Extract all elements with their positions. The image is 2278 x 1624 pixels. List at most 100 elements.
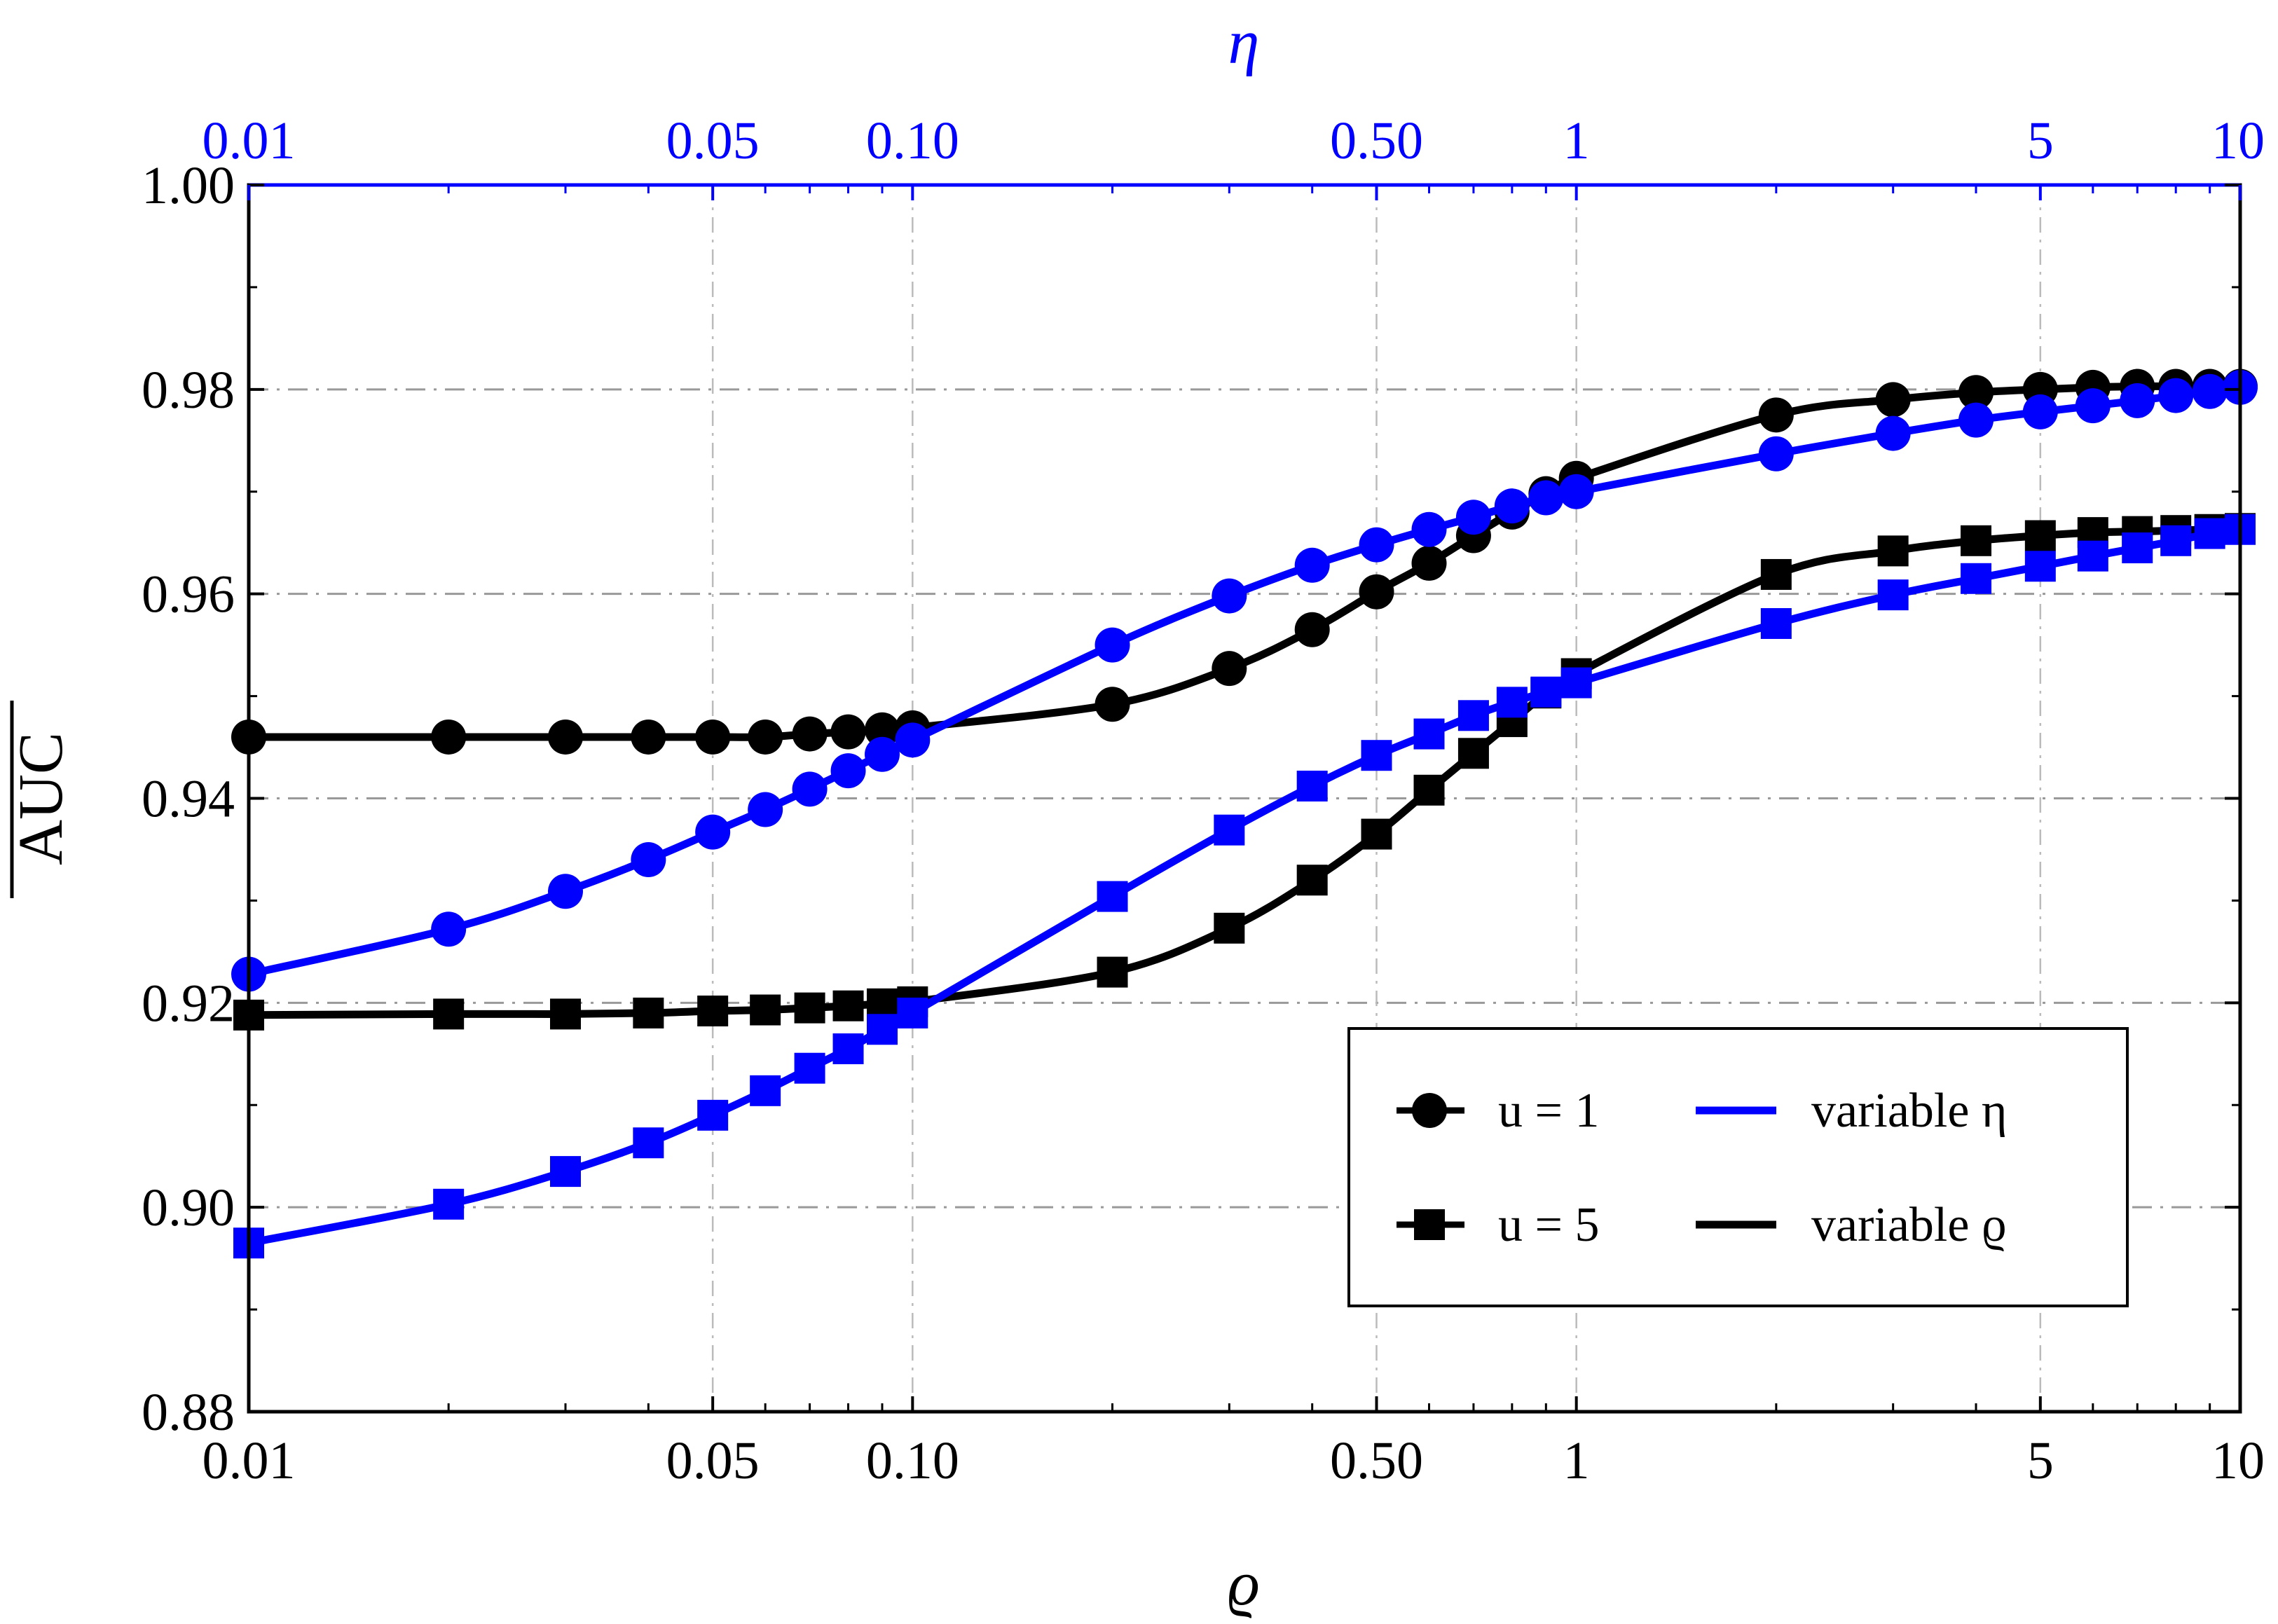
data-point-square-variable-eta [794,1052,825,1084]
legend-label-u5: u = 5 [1498,1198,1599,1252]
x-tick-label: 5 [2027,1431,2054,1490]
data-point-circle-variable-rho [830,714,866,750]
data-point-circle-variable-eta [1359,527,1394,563]
top-tick-label: 5 [2027,111,2054,170]
data-point-circle-variable-rho [1212,651,1247,687]
data-point-circle-variable-eta [1528,480,1564,516]
series-square-variable-eta [233,514,2256,1259]
data-point-square-variable-eta [1530,676,1562,708]
data-point-square-variable-rho [1961,525,1992,556]
data-point-circle-variable-eta [830,753,866,789]
data-point-circle-variable-eta [2075,388,2111,424]
data-point-circle-variable-eta [792,771,828,807]
data-point-circle-variable-eta [1212,578,1247,614]
x-tick-label: 0.10 [866,1431,959,1490]
data-point-circle-variable-eta [1958,402,1994,438]
y-tick-label: 0.88 [142,1383,235,1442]
data-point-circle-variable-eta [1758,436,1794,472]
data-point-circle-variable-eta [1294,547,1330,583]
y-tick-label: 0.92 [142,974,235,1033]
x-tick-label: 0.05 [666,1431,760,1490]
data-point-circle-variable-rho [1411,545,1447,581]
data-point-square-variable-eta [2194,518,2225,549]
data-point-circle-variable-rho [1095,687,1130,722]
data-point-circle-variable-rho [695,719,731,755]
data-point-square-variable-eta [832,1033,864,1064]
y-axis-title: AUC [6,732,76,865]
data-point-square-variable-eta [1097,881,1128,912]
data-point-circle-variable-rho [1875,382,1911,418]
data-point-circle-variable-eta [1095,627,1130,663]
data-point-circle-variable-eta [1455,500,1491,535]
data-point-square-variable-eta [2024,551,2056,582]
data-point-square-variable-rho [750,994,781,1026]
legend-square-marker [1414,1209,1445,1240]
legend-circle-marker [1412,1093,1447,1128]
legend: u = 1 u = 5 variable η variable ϱ [1347,1027,2129,1307]
y-tick-label: 1.00 [142,156,235,215]
data-point-circle-variable-eta [547,874,583,909]
data-point-square-variable-rho [633,997,664,1028]
x-tick-label: 0.50 [1330,1431,1423,1490]
data-point-square-variable-eta [897,997,928,1028]
data-point-square-variable-eta [2160,525,2192,556]
data-point-circle-variable-rho [792,716,828,752]
data-point-square-variable-rho [1760,558,1792,590]
series-square-variable-rho [233,513,2256,1031]
data-point-square-variable-eta [1496,687,1528,718]
data-point-square-variable-eta [1560,667,1592,699]
data-point-square-variable-eta [750,1075,781,1106]
y-tick-label: 0.96 [142,565,235,624]
data-point-square-variable-rho [794,992,825,1024]
data-point-square-variable-rho [549,998,581,1030]
series-circle-variable-eta [231,369,2258,992]
data-point-square-variable-rho [1361,818,1392,850]
data-point-square-variable-eta [1361,740,1392,771]
data-point-square-variable-eta [697,1099,729,1131]
data-point-square-variable-rho [832,990,864,1021]
data-point-circle-variable-eta [631,842,666,878]
data-point-circle-variable-eta [1411,511,1447,547]
data-point-circle-variable-eta [1494,488,1530,524]
y-tick-label: 0.98 [142,361,235,420]
data-point-circle-variable-eta [864,736,900,772]
data-point-square-variable-rho [2024,520,2056,551]
data-point-circle-variable-eta [2192,373,2228,409]
data-point-circle-variable-rho [1958,375,1994,411]
data-point-circle-variable-eta [895,722,931,758]
top-tick-label: 1 [1563,111,1590,170]
top-axis-title: η [1228,8,1260,77]
data-point-square-variable-eta [1877,579,1909,611]
data-point-square-variable-rho [1877,535,1909,567]
data-point-square-variable-eta [1296,770,1328,801]
data-point-circle-variable-eta [1875,415,1911,451]
data-point-square-variable-eta [2077,540,2108,572]
data-point-circle-variable-eta [1558,474,1594,509]
data-point-circle-variable-eta [2022,394,2058,429]
data-point-circle-variable-rho [631,719,666,755]
x-tick-label: 10 [2211,1431,2265,1490]
data-point-square-variable-rho [433,998,465,1030]
top-tick-label: 0.01 [203,111,296,170]
top-tick-label: 10 [2211,111,2265,170]
data-point-circle-variable-rho [1758,397,1794,433]
data-point-square-variable-eta [866,1014,898,1045]
top-tick-label: 0.10 [866,111,959,170]
data-point-square-variable-eta [633,1127,664,1159]
legend-label-variable-rho: variable ϱ [1811,1198,2007,1252]
data-point-circle-variable-rho [748,719,783,755]
y-tick-label: 0.90 [142,1178,235,1237]
data-point-square-variable-eta [2122,532,2153,564]
data-point-circle-variable-eta [431,911,467,947]
x-axis-title: ϱ [1228,1549,1260,1618]
y-tick-label: 0.94 [142,770,235,829]
plot-series [231,369,2258,1259]
data-point-circle-variable-rho [547,719,583,755]
data-point-circle-variable-rho [1359,574,1394,610]
data-point-square-variable-eta [1214,814,1245,846]
x-tick-label: 0.01 [203,1431,296,1490]
axes: 0.880.900.920.940.960.981.000.010.010.05… [142,111,2265,1490]
data-point-square-variable-rho [1457,738,1489,769]
data-point-square-variable-eta [433,1188,465,1220]
